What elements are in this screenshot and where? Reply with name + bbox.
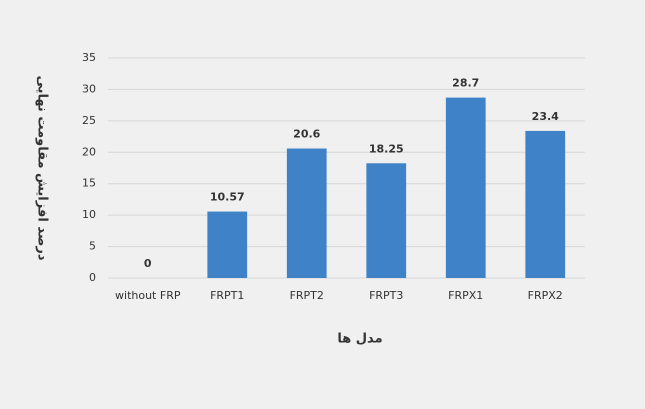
data-label: 10.57 <box>210 191 245 204</box>
data-label: 23.4 <box>532 110 559 123</box>
bar <box>445 97 486 278</box>
bar <box>286 148 327 278</box>
y-tick-label: 15 <box>82 177 96 190</box>
y-tick-label: 25 <box>82 114 96 127</box>
x-tick-label: FRPT3 <box>369 289 403 302</box>
x-tick-label: FRPX1 <box>448 289 483 302</box>
y-axis-title: درصد افزایش مقاومت نهایی <box>35 75 50 260</box>
y-tick-label: 5 <box>89 240 96 253</box>
x-tick-label: FRPX2 <box>528 289 563 302</box>
y-tick-label: 30 <box>82 82 96 95</box>
data-label: 20.6 <box>293 128 320 141</box>
data-label: 18.25 <box>369 142 404 155</box>
bar <box>207 211 248 278</box>
x-axis-title: مدل ها <box>337 332 382 347</box>
data-label: 0 <box>144 257 152 270</box>
y-tick-label: 0 <box>89 271 96 284</box>
data-label: 28.7 <box>452 77 479 90</box>
x-tick-label: FRPT1 <box>210 289 244 302</box>
y-tick-label: 35 <box>82 51 96 64</box>
x-tick-label: FRPT2 <box>290 289 324 302</box>
y-tick-label: 10 <box>82 208 96 221</box>
bar <box>525 130 566 278</box>
y-tick-label: 20 <box>82 145 96 158</box>
x-tick-label: without FRP <box>115 289 181 302</box>
bar <box>366 163 407 278</box>
